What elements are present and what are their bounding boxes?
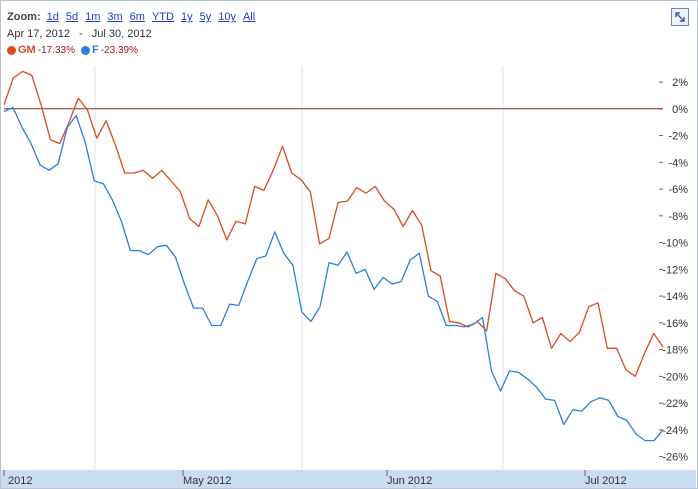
x-tick-label: May 2012 <box>183 475 231 487</box>
y-tick-label: -12% <box>662 264 688 276</box>
zoom-title: Zoom: <box>7 11 41 23</box>
zoom-1m-link[interactable]: 1m <box>85 11 101 23</box>
zoom-6m-link[interactable]: 6m <box>129 11 145 23</box>
y-tick-label: -26% <box>662 452 688 464</box>
y-tick-label: -18% <box>662 345 688 357</box>
legend-item-gm[interactable]: GM -17.33% <box>7 44 75 56</box>
series-line-gm <box>3 70 664 378</box>
expand-icon <box>675 12 685 22</box>
x-tick-label: Jul 2012 <box>585 475 627 487</box>
y-tick-label: -4% <box>668 157 688 169</box>
date-range: Apr 17, 2012 - Jul 30, 2012 <box>7 28 152 40</box>
y-tick-label: -8% <box>668 211 688 223</box>
y-tick-label: -20% <box>662 371 688 383</box>
y-tick-label: 2% <box>672 77 688 89</box>
f-series-change: -23.39% <box>100 44 138 56</box>
zoom-all-link[interactable]: All <box>242 11 256 23</box>
zoom-1d-link[interactable]: 1d <box>46 11 59 23</box>
y-tick-label: -14% <box>662 291 688 303</box>
zoom-5d-link[interactable]: 5d <box>65 11 79 23</box>
y-tick-label: -2% <box>668 131 688 143</box>
legend-item-f[interactable]: F -23.39% <box>80 44 138 56</box>
x-axis-band <box>1 470 696 488</box>
y-tick-label: -22% <box>662 398 688 410</box>
zoom-bar: Zoom: 1d 5d 1m 3m 6m YTD 1y 5y 10y All <box>7 11 262 23</box>
x-tick-label: 2012 <box>8 475 32 487</box>
gm-series-change: -17.33% <box>37 44 75 56</box>
zoom-ytd-link[interactable]: YTD <box>151 11 174 23</box>
f-series-dot <box>80 45 90 55</box>
gm-series-dot <box>7 45 16 55</box>
zoom-1y-link[interactable]: 1y <box>180 11 193 23</box>
legend: GM -17.33% F -23.39% <box>7 44 144 56</box>
gm-series-name: GM <box>18 44 36 56</box>
y-tick-label: 0% <box>672 104 688 116</box>
y-tick-label: -10% <box>662 238 688 250</box>
y-tick-label: -6% <box>668 184 688 196</box>
y-tick-label: -16% <box>662 318 688 330</box>
zoom-3m-link[interactable]: 3m <box>107 11 123 23</box>
fullscreen-button[interactable] <box>671 8 689 26</box>
zoom-10y-link[interactable]: 10y <box>218 11 236 23</box>
date-range-separator: - <box>79 28 83 40</box>
date-range-start[interactable]: Apr 17, 2012 <box>7 28 70 40</box>
x-tick-label: Jun 2012 <box>387 475 432 487</box>
zoom-5y-link[interactable]: 5y <box>199 11 212 23</box>
series-line-f <box>3 106 664 442</box>
y-tick-label: -24% <box>662 425 688 437</box>
f-series-name: F <box>91 44 99 56</box>
date-range-end[interactable]: Jul 30, 2012 <box>91 28 152 40</box>
